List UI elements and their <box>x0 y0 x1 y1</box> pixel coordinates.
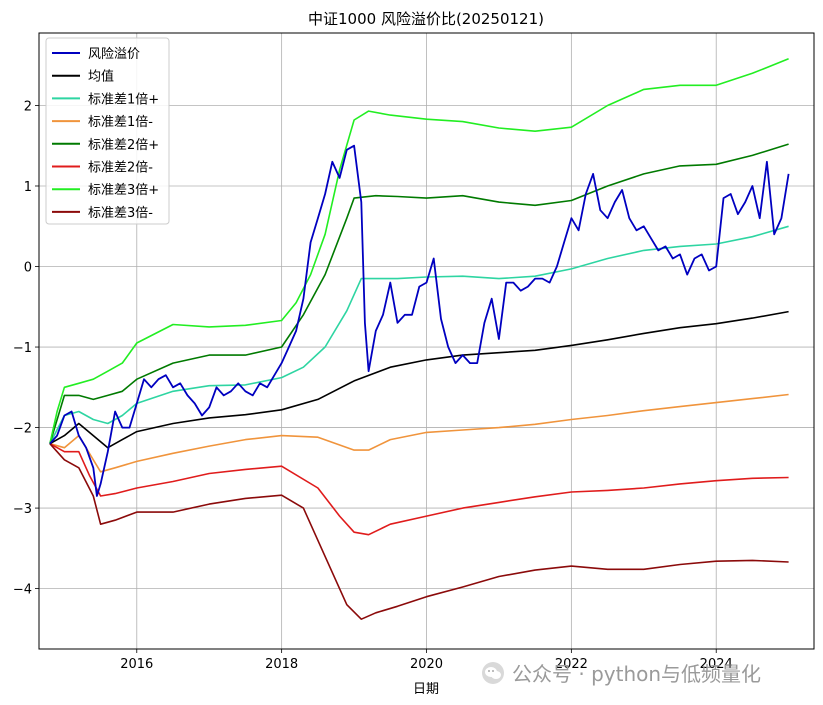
y-tick-label: −1 <box>13 341 32 356</box>
x-tick-label: 2020 <box>410 657 443 672</box>
legend-box <box>45 37 170 225</box>
legend-label: 标准差3倍+ <box>88 183 159 198</box>
series-line-7 <box>49 443 789 621</box>
legend-label: 标准差3倍- <box>88 206 153 221</box>
axis-ticks: 2016 2018 2020 2022 2024 2 1 0 −1 −2 −3 −4 <box>13 99 733 672</box>
y-tick-label: 2 <box>24 99 32 114</box>
watermark: 公众号 · python与低频量化 <box>482 662 761 686</box>
series-line-5 <box>49 442 789 536</box>
legend-label: 风险溢价 <box>88 47 140 62</box>
y-tick-label: −4 <box>13 583 32 598</box>
watermark-text: 公众号 · python与低频量化 <box>512 662 761 686</box>
chart-title: 中证1000 风险溢价比(20250121) <box>308 10 544 28</box>
y-tick-label: 0 <box>24 261 32 276</box>
legend-label: 标准差2倍- <box>88 161 153 176</box>
legend-label: 均值 <box>88 69 114 85</box>
series-line-0 <box>49 144 790 497</box>
wechat-icon <box>482 662 504 684</box>
x-axis-label: 日期 <box>413 682 439 697</box>
y-tick-label: 1 <box>24 180 32 195</box>
series-line-2 <box>49 225 789 445</box>
x-tick-label: 2016 <box>120 657 153 672</box>
series-line-4 <box>49 143 789 444</box>
series-line-3 <box>49 393 789 473</box>
legend-label: 标准差2倍+ <box>88 138 159 153</box>
x-tick-label: 2022 <box>555 657 588 672</box>
series-line-6 <box>49 58 789 444</box>
legend-label: 标准差1倍- <box>88 115 153 130</box>
x-tick-label: 2018 <box>265 657 298 672</box>
legend-label: 标准差1倍+ <box>88 92 159 107</box>
y-tick-label: −3 <box>13 502 32 517</box>
x-tick-label: 2024 <box>700 657 733 672</box>
series-layer <box>49 58 790 621</box>
y-tick-label: −2 <box>13 422 32 437</box>
